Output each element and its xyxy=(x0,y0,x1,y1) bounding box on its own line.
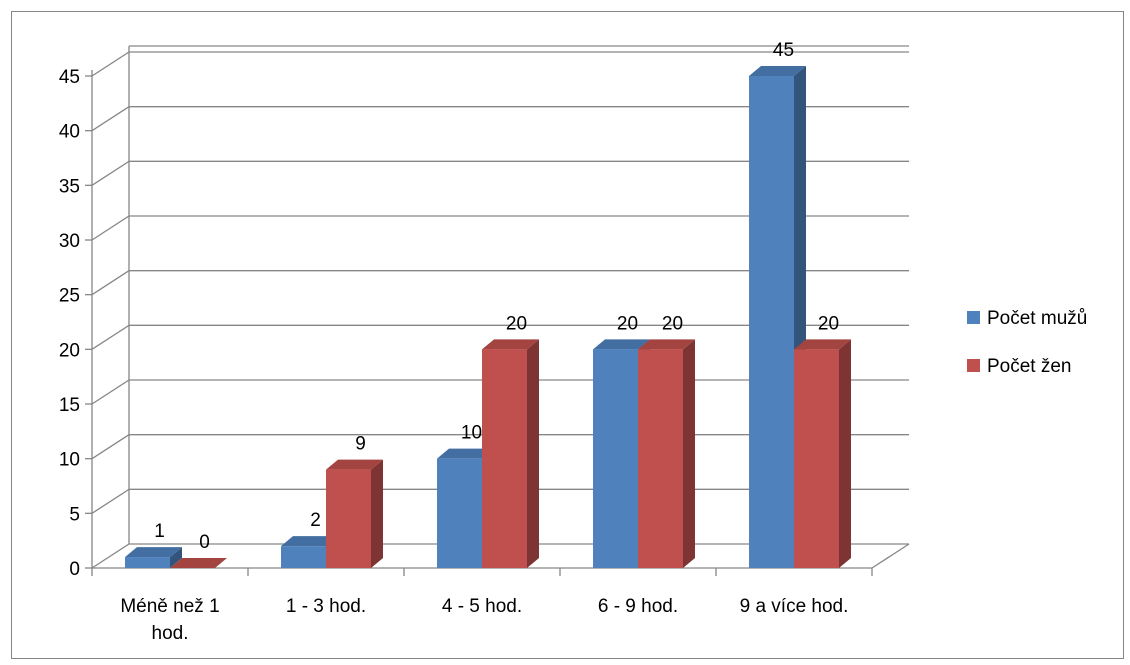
x-tick-label: 6 - 9 hod. xyxy=(598,596,678,617)
data-label: 2 xyxy=(310,510,321,531)
data-label: 20 xyxy=(617,313,638,334)
legend-swatch xyxy=(967,311,980,324)
bar xyxy=(794,349,839,568)
legend-label: Počet mužů xyxy=(987,308,1087,329)
gridline-side xyxy=(92,161,129,185)
y-tick-label: 35 xyxy=(59,176,80,197)
data-label: 10 xyxy=(461,423,482,444)
bar xyxy=(281,546,326,568)
data-label: 20 xyxy=(818,313,839,334)
x-tick-label: Méně než 1 hod. xyxy=(120,596,219,644)
x-tick-label: 1 - 3 hod. xyxy=(286,596,366,617)
data-label: 45 xyxy=(773,40,794,61)
chart-walls xyxy=(92,46,129,568)
bar-side xyxy=(527,339,539,568)
y-tick-label: 45 xyxy=(59,67,80,88)
bars xyxy=(125,66,851,568)
bar xyxy=(749,76,794,568)
y-tick-label: 15 xyxy=(59,395,80,416)
y-tick-label: 25 xyxy=(59,286,80,307)
bar xyxy=(326,470,371,568)
bar-side xyxy=(683,339,695,568)
y-tick-label: 10 xyxy=(59,450,80,471)
y-tick-label: 0 xyxy=(69,559,80,580)
bar xyxy=(638,349,683,568)
legend-swatch xyxy=(967,359,980,372)
floor-edge xyxy=(872,544,909,568)
y-tick-label: 5 xyxy=(69,504,80,525)
bar xyxy=(125,557,170,568)
y-axis-ticks: 0 5 10 15 20 25 30 35 40 45 xyxy=(59,67,92,580)
gridline-side xyxy=(92,489,129,513)
legend-label: Počet žen xyxy=(987,356,1072,377)
bar xyxy=(482,349,527,568)
bar xyxy=(437,459,482,568)
gridline-side xyxy=(92,271,129,295)
gridline-side xyxy=(92,325,129,349)
x-tick-label: 4 - 5 hod. xyxy=(442,596,522,617)
legend: Počet mužů Počet žen xyxy=(967,308,1087,377)
y-tick-label: 40 xyxy=(59,122,80,143)
data-label: 0 xyxy=(199,532,210,553)
y-tick-label: 30 xyxy=(59,231,80,252)
data-label: 9 xyxy=(355,434,366,455)
y-tick-label: 20 xyxy=(59,340,80,361)
data-label: 1 xyxy=(154,521,165,542)
bar xyxy=(593,349,638,568)
data-label: 20 xyxy=(662,313,683,334)
gridline-side xyxy=(92,216,129,240)
bar-side xyxy=(839,339,851,568)
gridline-side xyxy=(92,380,129,404)
gridline-side xyxy=(92,107,129,131)
data-label: 20 xyxy=(506,313,527,334)
bar-side xyxy=(371,460,383,568)
gridline-side xyxy=(92,544,129,568)
gridline-side xyxy=(92,435,129,459)
x-tick-label: 9 a více hod. xyxy=(740,596,849,617)
gridline-side xyxy=(92,52,129,76)
